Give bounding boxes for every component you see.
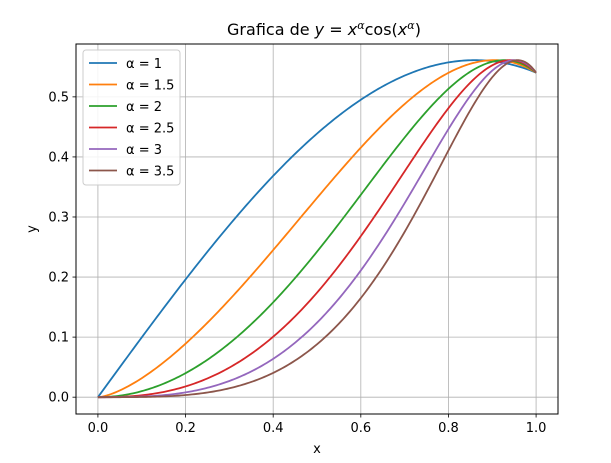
- x-tick-label: 0.4: [263, 421, 284, 436]
- x-axis-label: x: [313, 442, 321, 457]
- x-tick-label: 1.0: [526, 421, 547, 436]
- chart-title: Grafica de y = xαcos(xα): [227, 19, 421, 39]
- axis-ticks: 0.0 0.2 0.4 0.6 0.8 1.0 0.0 0.1 0.2 0.3 0.4 0.5: [48, 90, 546, 436]
- x-tick-label: 0.0: [88, 421, 109, 436]
- y-tick-label: 0.5: [48, 90, 69, 105]
- plot-frame: [75, 43, 559, 415]
- series-line: [97, 59, 537, 399]
- legend-label: α = 2: [126, 100, 162, 115]
- legend-label: α = 3.5: [126, 165, 174, 180]
- y-tick-label: 0.0: [48, 391, 69, 406]
- grid: [76, 44, 558, 414]
- x-tick-label: 0.2: [175, 421, 196, 436]
- series-lines: [97, 59, 537, 399]
- series-line: [97, 59, 537, 398]
- series-line: [97, 59, 537, 399]
- y-tick-label: 0.1: [48, 331, 69, 346]
- x-tick-label: 0.6: [350, 421, 371, 436]
- legend: α = 1 α = 1.5 α = 2 α = 2.5 α = 3 α = 3.5: [82, 49, 181, 186]
- legend-label: α = 2.5: [126, 122, 174, 137]
- legend-label: α = 1: [126, 57, 162, 72]
- y-axis-label: y: [25, 225, 40, 233]
- y-tick-label: 0.4: [48, 150, 69, 165]
- series-line: [97, 59, 537, 399]
- series-line: [97, 59, 537, 399]
- series-line: [97, 59, 537, 399]
- legend-label: α = 3: [126, 143, 162, 158]
- x-tick-label: 0.8: [438, 421, 459, 436]
- legend-label: α = 1.5: [126, 79, 174, 94]
- y-tick-label: 0.3: [48, 210, 69, 225]
- y-tick-label: 0.2: [48, 271, 69, 286]
